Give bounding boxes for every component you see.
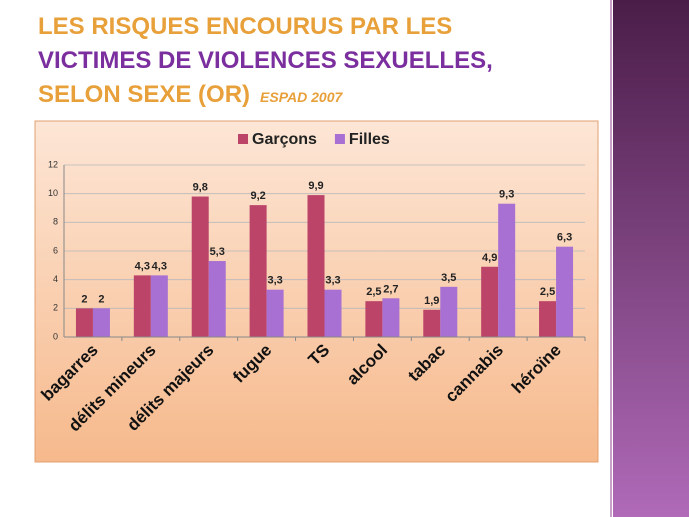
value-label: 9,8 (193, 182, 208, 194)
y-tick-label: 10 (48, 188, 58, 198)
value-label: 9,2 (250, 190, 265, 202)
bar (249, 205, 267, 337)
legend-label: Garçons (252, 131, 317, 148)
bar (382, 298, 400, 337)
value-label: 3,3 (267, 275, 282, 287)
legend-swatch (334, 134, 345, 144)
value-label: 4,3 (135, 260, 150, 272)
title-line: VICTIMES DE VIOLENCES SEXUELLES, (38, 47, 493, 74)
bar (365, 301, 383, 337)
legend-swatch (238, 134, 248, 144)
bar (440, 286, 458, 337)
y-tick-label: 6 (53, 245, 58, 255)
value-label: 3,5 (441, 272, 456, 284)
bar (539, 301, 557, 337)
value-label: 1,9 (424, 295, 439, 307)
value-label: 2 (98, 293, 104, 305)
y-tick-label: 12 (48, 159, 58, 169)
value-label: 2,7 (383, 283, 398, 295)
title-line: LES RISQUES ENCOURUS PAR LES (38, 13, 452, 40)
value-label: 6,3 (557, 232, 572, 244)
value-label: 2,5 (366, 286, 381, 298)
title-line: SELON SEXE (OR) (38, 81, 250, 108)
legend-label: Filles (349, 131, 390, 148)
value-label: 2 (81, 293, 87, 305)
bar (150, 275, 168, 337)
bar (423, 309, 441, 337)
value-label: 9,3 (499, 189, 514, 201)
bar (307, 195, 325, 337)
value-label: 2,5 (540, 286, 555, 298)
value-label: 4,3 (152, 260, 167, 272)
bar (191, 196, 209, 337)
bar (208, 261, 226, 337)
bar (498, 203, 516, 337)
subtitle: ESPAD 2007 (260, 89, 343, 105)
bar (481, 266, 499, 337)
bar (324, 289, 342, 337)
y-tick-label: 2 (53, 303, 58, 313)
value-label: 4,9 (482, 252, 497, 264)
bar (556, 246, 574, 337)
bar (266, 289, 284, 337)
bar (133, 275, 151, 337)
bar (75, 308, 93, 337)
side-band (613, 0, 689, 517)
value-label: 3,3 (325, 275, 340, 287)
value-label: 5,3 (210, 246, 225, 258)
y-tick-label: 0 (53, 331, 58, 341)
bar (92, 308, 110, 337)
value-label: 9,9 (308, 180, 323, 192)
y-tick-label: 8 (53, 217, 58, 227)
y-tick-label: 4 (53, 274, 58, 284)
